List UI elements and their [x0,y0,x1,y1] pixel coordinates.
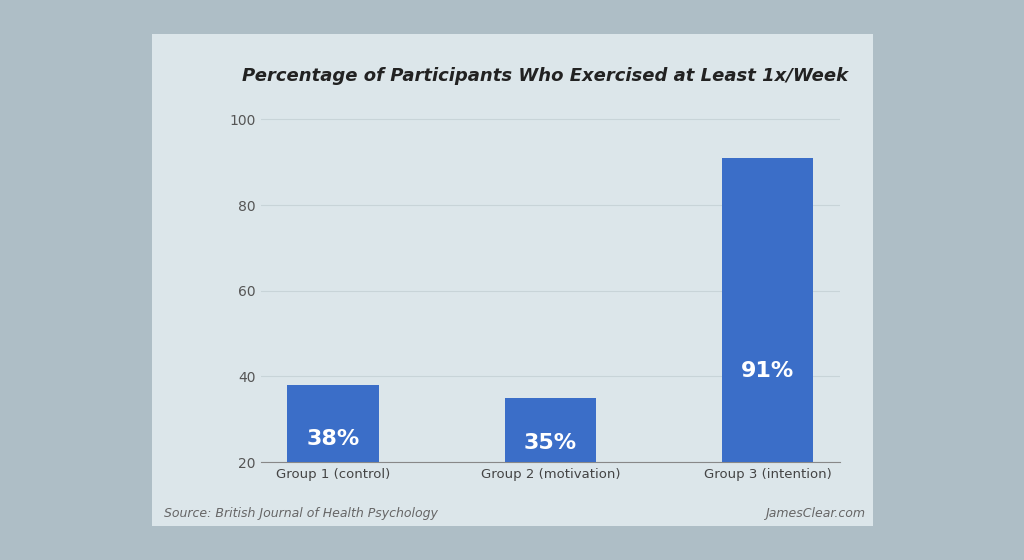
Bar [288,385,379,462]
Text: 91%: 91% [741,361,795,381]
Text: 35%: 35% [524,433,577,452]
Text: Percentage of Participants Who Exercised at Least 1x/Week: Percentage of Participants Who Exercised… [242,67,848,85]
Text: JamesClear.com: JamesClear.com [765,507,865,520]
Bar [505,398,596,462]
Bar [722,158,813,462]
Text: Source: British Journal of Health Psychology: Source: British Journal of Health Psycho… [164,507,437,520]
Text: 38%: 38% [306,429,359,449]
